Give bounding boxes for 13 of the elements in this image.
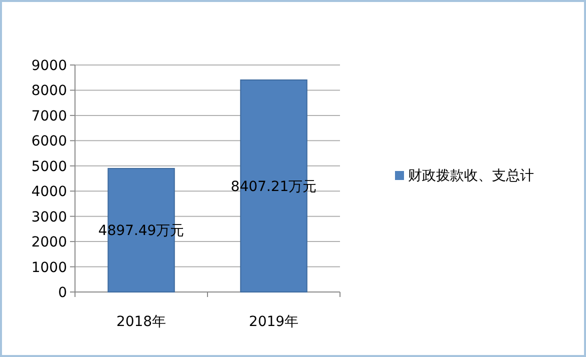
- y-tick-label: 3000: [31, 209, 67, 226]
- y-tick-label: 9000: [31, 58, 67, 74]
- y-tick-label: 7000: [31, 108, 67, 124]
- legend-label: 财政拨款收、支总计: [408, 168, 534, 184]
- y-tick-label: 8000: [31, 83, 67, 100]
- y-tick-label: 5000: [31, 158, 67, 175]
- x-tick-label: 2019年: [248, 314, 299, 330]
- y-tick-label: 0: [58, 285, 67, 301]
- y-tick-label: 4000: [31, 184, 67, 200]
- y-tick-label: 6000: [31, 134, 67, 150]
- y-tick-label: 2000: [31, 234, 67, 251]
- x-tick-label: 2018年: [116, 314, 166, 330]
- y-tick-label: 1000: [31, 260, 67, 276]
